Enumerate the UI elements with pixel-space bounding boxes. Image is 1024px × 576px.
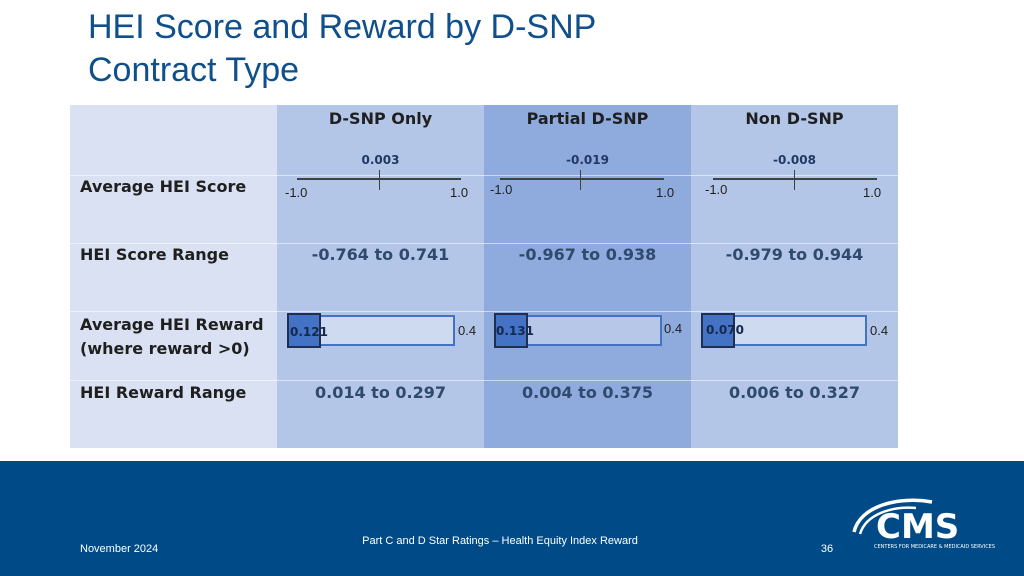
reward-range-value: 0.006 to 0.327 bbox=[729, 383, 860, 402]
avg-score-value: -0.008 bbox=[773, 153, 816, 167]
title-line-1: HEI Score and Reward by D-SNP bbox=[88, 8, 597, 46]
column-header-partial-dsnp: Partial D-SNP bbox=[526, 109, 649, 128]
column-dsnp-only bbox=[277, 105, 484, 448]
hei-table: D-SNP Only Partial D-SNP Non D-SNP Avera… bbox=[70, 105, 898, 448]
logo-text: CMS bbox=[876, 507, 959, 547]
footer-bar bbox=[0, 461, 1024, 576]
score-range-value: -0.764 to 0.741 bbox=[311, 245, 450, 264]
column-partial-dsnp bbox=[484, 105, 691, 448]
reward-axis-max: 0.4 bbox=[458, 323, 477, 338]
row-divider bbox=[70, 311, 898, 312]
logo-swoosh-icon bbox=[858, 506, 917, 535]
label-column bbox=[70, 105, 277, 448]
logo-swoosh-icon bbox=[852, 498, 933, 533]
axis-max-label: 1.0 bbox=[450, 185, 469, 200]
page-number: 36 bbox=[820, 543, 834, 555]
row-label-average-hei-reward: Average HEI Reward bbox=[80, 315, 264, 334]
reward-value: 0.121 bbox=[290, 325, 328, 339]
reward-bar-fill bbox=[494, 313, 528, 348]
row-divider bbox=[70, 175, 898, 176]
reward-value: 0.070 bbox=[706, 323, 744, 337]
score-marker bbox=[794, 170, 796, 190]
reward-axis-max: 0.4 bbox=[664, 321, 683, 336]
row-label-average-hei-score: Average HEI Score bbox=[80, 177, 247, 196]
reward-range-value: 0.004 to 0.375 bbox=[522, 383, 653, 402]
reward-bar-fill bbox=[701, 313, 735, 348]
footer-title: Part C and D Star Ratings – Health Equit… bbox=[362, 535, 638, 547]
reward-axis-max: 0.4 bbox=[870, 323, 889, 338]
column-header-non-dsnp: Non D-SNP bbox=[745, 109, 844, 128]
score-range-value: -0.979 to 0.944 bbox=[725, 245, 864, 264]
score-range-value: -0.967 to 0.938 bbox=[518, 245, 657, 264]
title-line-2: Contract Type bbox=[88, 51, 300, 89]
footer-date: November 2024 bbox=[80, 543, 159, 555]
row-label-reward-qualifier: (where reward >0) bbox=[80, 339, 250, 358]
axis-min-label: -1.0 bbox=[285, 185, 308, 200]
reward-value: 0.131 bbox=[496, 324, 534, 338]
axis-min-label: -1.0 bbox=[490, 182, 513, 197]
axis-max-label: 1.0 bbox=[656, 185, 675, 200]
score-axis-line bbox=[500, 178, 664, 180]
reward-bar-fill bbox=[287, 313, 321, 348]
avg-score-value: 0.003 bbox=[361, 153, 400, 167]
axis-max-label: 1.0 bbox=[863, 185, 882, 200]
score-axis-line bbox=[297, 178, 461, 180]
row-label-hei-reward-range: HEI Reward Range bbox=[80, 383, 247, 402]
row-divider bbox=[70, 380, 898, 381]
score-marker bbox=[580, 170, 582, 190]
row-label-hei-score-range: HEI Score Range bbox=[80, 245, 229, 264]
score-marker bbox=[379, 170, 381, 190]
column-non-dsnp bbox=[691, 105, 898, 448]
avg-score-value: -0.019 bbox=[566, 153, 609, 167]
reward-range-value: 0.014 to 0.297 bbox=[315, 383, 446, 402]
row-divider bbox=[70, 243, 898, 244]
cms-logo: CMS CENTERS FOR MEDICARE & MEDICAID SERV… bbox=[852, 498, 995, 550]
logo-subtext: CENTERS FOR MEDICARE & MEDICAID SERVICES bbox=[874, 544, 995, 550]
axis-min-label: -1.0 bbox=[705, 182, 728, 197]
page-title: HEI Score and Reward by D-SNP Contract T… bbox=[88, 6, 788, 92]
column-header-dsnp-only: D-SNP Only bbox=[328, 109, 433, 128]
